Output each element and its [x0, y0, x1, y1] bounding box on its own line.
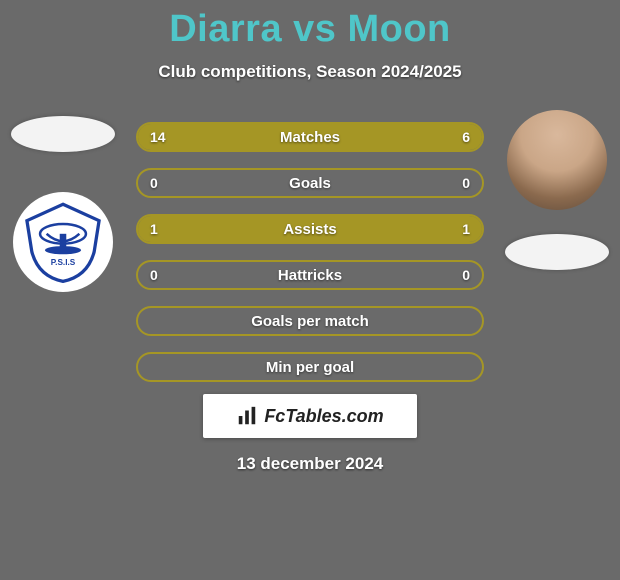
page-title: Diarra vs Moon — [0, 8, 620, 51]
stat-label: Goals — [289, 175, 331, 192]
right-club-badge-placeholder — [505, 234, 609, 270]
stat-row-goals-per-match: Goals per match — [136, 306, 484, 336]
stat-label: Min per goal — [266, 359, 354, 376]
stat-value-right: 0 — [462, 267, 470, 283]
subtitle: Club competitions, Season 2024/2025 — [0, 62, 620, 82]
footer-brand-badge: FcTables.com — [203, 394, 417, 438]
left-player-photo-placeholder — [11, 116, 115, 152]
stat-value-left: 0 — [150, 267, 158, 283]
stat-value-left: 0 — [150, 175, 158, 191]
stats-bars: 14 Matches 6 0 Goals 0 1 Assists 1 0 Hat… — [136, 122, 484, 398]
right-player-photo — [507, 110, 607, 210]
stat-row-assists: 1 Assists 1 — [136, 214, 484, 244]
stat-row-goals: 0 Goals 0 — [136, 168, 484, 198]
stat-row-hattricks: 0 Hattricks 0 — [136, 260, 484, 290]
stat-row-min-per-goal: Min per goal — [136, 352, 484, 382]
stat-value-left: 14 — [150, 129, 166, 145]
psis-badge-icon: P.S.I.S — [22, 201, 104, 283]
left-player-column: P.S.I.S — [8, 110, 118, 302]
stat-value-right: 1 — [462, 221, 470, 237]
footer-brand-text: FcTables.com — [264, 406, 383, 427]
stat-label: Goals per match — [251, 313, 369, 330]
stat-label: Hattricks — [278, 267, 342, 284]
stat-value-right: 6 — [462, 129, 470, 145]
stat-fill-left — [138, 124, 379, 150]
left-club-badge: P.S.I.S — [13, 192, 113, 292]
stat-value-left: 1 — [150, 221, 158, 237]
club-badge-text: P.S.I.S — [51, 258, 76, 267]
chart-icon — [236, 405, 258, 427]
stat-value-right: 0 — [462, 175, 470, 191]
stat-label: Matches — [280, 129, 340, 146]
stat-label: Assists — [283, 221, 336, 238]
right-player-column — [502, 110, 612, 276]
stat-row-matches: 14 Matches 6 — [136, 122, 484, 152]
date-line: 13 december 2024 — [0, 454, 620, 474]
